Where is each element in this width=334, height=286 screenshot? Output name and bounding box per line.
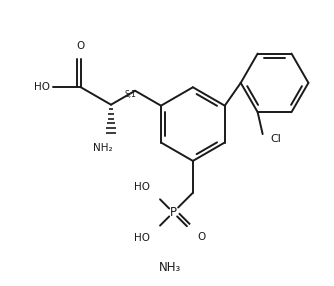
Text: NH₃: NH₃: [159, 261, 181, 274]
Text: HO: HO: [34, 82, 50, 92]
Text: P: P: [170, 206, 177, 219]
Text: O: O: [77, 41, 85, 51]
Text: HO: HO: [134, 233, 150, 243]
Text: NH₂: NH₂: [93, 142, 113, 152]
Text: S,1: S,1: [125, 90, 137, 99]
Text: Cl: Cl: [271, 134, 282, 144]
Text: HO: HO: [134, 182, 150, 192]
Text: O: O: [198, 232, 206, 242]
